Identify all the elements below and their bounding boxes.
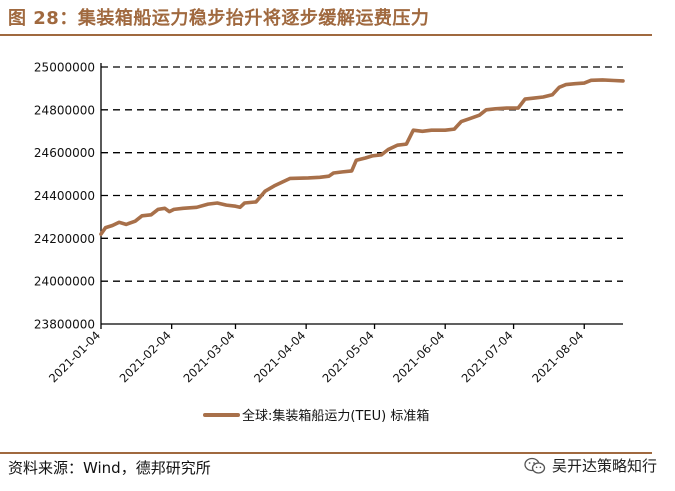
x-tick-label: 2021-05-04: [319, 328, 376, 385]
legend: 全球:集装箱船运力(TEU) 标准箱: [203, 408, 429, 424]
series-lines: [99, 78, 625, 236]
y-tick-label: 24800000: [34, 103, 95, 117]
brand-name: 吴开达策略知行: [551, 457, 657, 475]
series-line: [99, 78, 625, 236]
wechat-icon: [524, 457, 546, 474]
y-tick-label: 25000000: [34, 61, 95, 75]
legend-label: 全球:集装箱船运力(TEU) 标准箱: [242, 408, 429, 424]
title-rule: [0, 34, 652, 36]
x-tick-label: 2021-04-04: [251, 328, 308, 385]
y-tick-label: 24400000: [34, 189, 95, 203]
figure-title: 图 28：集装箱船运力稳步抬升将逐步缓解运费压力: [8, 8, 430, 29]
brand: 吴开达策略知行: [524, 455, 657, 476]
y-tick-label: 24000000: [34, 275, 95, 289]
y-tick-label: 23800000: [34, 318, 95, 332]
x-tick-label: 2021-02-04: [117, 328, 174, 385]
y-tick-label: 24200000: [34, 232, 95, 246]
axes: [100, 63, 623, 329]
y-tick-label: 24600000: [34, 146, 95, 160]
x-tick-label: 2021-07-04: [459, 328, 516, 385]
x-tick-label: 2021-06-04: [390, 328, 447, 385]
line-chart: 23800000 24000000 24200000 24400000 24600000…: [34, 61, 625, 424]
gridlines: [101, 66, 623, 282]
x-tick-label: 2021-03-04: [180, 328, 237, 385]
x-tick-labels: 2021-01-04 2021-02-04 2021-03-04 2021-04-04…: [46, 328, 586, 385]
x-tick-label: 2021-01-04: [46, 328, 103, 385]
x-tick-label: 2021-08-04: [529, 328, 586, 385]
footer-rule: [0, 452, 652, 454]
y-tick-labels: 23800000 24000000 24200000 24400000 24600000…: [34, 61, 95, 332]
source-note: 资料来源：Wind，德邦研究所: [8, 459, 211, 477]
